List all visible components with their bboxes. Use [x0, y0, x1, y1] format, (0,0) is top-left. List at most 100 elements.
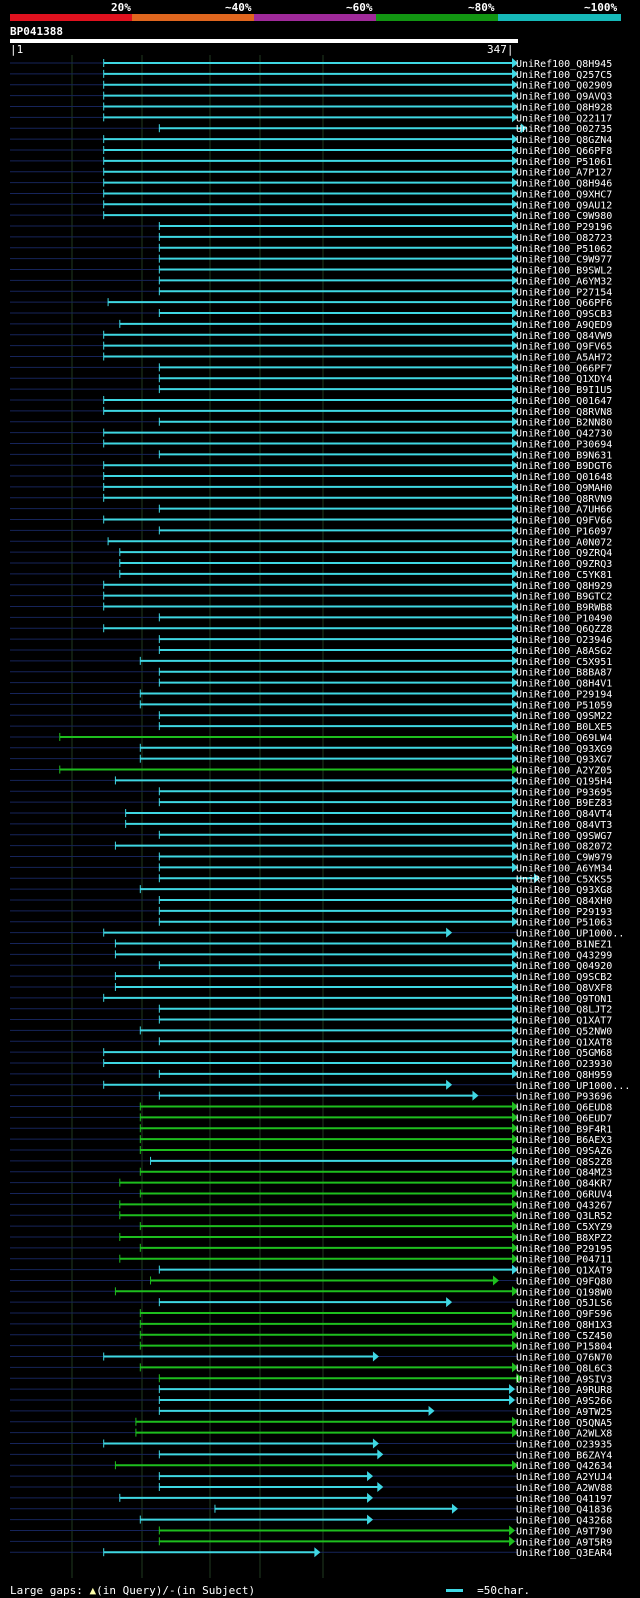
hit-label[interactable]: UniRef100_Q76N70 — [516, 1353, 612, 1364]
hit-label[interactable]: UniRef100_B6AEX3 — [516, 1135, 612, 1146]
hit-label[interactable]: UniRef100_B2NN80 — [516, 418, 612, 429]
hit-label[interactable]: UniRef100_A2WLX8 — [516, 1429, 612, 1440]
hit-label[interactable]: UniRef100_B9DGT6 — [516, 461, 612, 472]
hit-label[interactable]: UniRef100_Q9XHC7 — [516, 189, 612, 200]
hit-label[interactable]: UniRef100_Q1XAT7 — [516, 1016, 612, 1027]
hit-label[interactable]: UniRef100_P29194 — [516, 689, 612, 700]
hit-label[interactable]: UniRef100_Q43267 — [516, 1200, 612, 1211]
hit-label[interactable]: UniRef100_UP1000... — [516, 1081, 630, 1092]
hit-label[interactable]: UniRef100_Q195H4 — [516, 776, 612, 787]
hit-label[interactable]: UniRef100_B9N631 — [516, 450, 612, 461]
hit-label[interactable]: UniRef100_Q9SCB2 — [516, 972, 612, 983]
hit-label[interactable]: UniRef100_Q5GM68 — [516, 1048, 612, 1059]
hit-label[interactable]: UniRef100_Q93XG9 — [516, 744, 612, 755]
hit-label[interactable]: UniRef100_B9RWB8 — [516, 603, 612, 614]
hit-label[interactable]: UniRef100_P29196 — [516, 222, 612, 233]
hit-label[interactable]: UniRef100_P16097 — [516, 526, 612, 537]
hit-label[interactable]: UniRef100_Q8H959 — [516, 1070, 612, 1081]
hit-label[interactable]: UniRef100_P51059 — [516, 700, 612, 711]
hit-label[interactable]: UniRef100_Q8GZN4 — [516, 135, 612, 146]
hit-label[interactable]: UniRef100_B9EZ83 — [516, 798, 612, 809]
hit-label[interactable]: UniRef100_Q84MZ3 — [516, 1168, 612, 1179]
hit-label[interactable]: UniRef100_Q41197 — [516, 1494, 612, 1505]
hit-label[interactable]: UniRef100_Q9SCB3 — [516, 309, 612, 320]
hit-label[interactable]: UniRef100_Q43268 — [516, 1516, 612, 1527]
hit-label[interactable]: UniRef100_Q6EUD7 — [516, 1113, 612, 1124]
hit-label[interactable]: UniRef100_Q43299 — [516, 950, 612, 961]
hit-label[interactable]: UniRef100_C5Z450 — [516, 1331, 612, 1342]
hit-label[interactable]: UniRef100_Q5QNA5 — [516, 1418, 612, 1429]
hit-label[interactable]: UniRef100_O82072 — [516, 842, 612, 853]
hit-label[interactable]: UniRef100_O23946 — [516, 635, 612, 646]
hit-label[interactable]: UniRef100_Q9AU12 — [516, 200, 612, 211]
hit-label[interactable]: UniRef100_Q66PF6 — [516, 298, 612, 309]
hit-label[interactable]: UniRef100_Q9AVQ3 — [516, 92, 612, 103]
hit-label[interactable]: UniRef100_Q9FV65 — [516, 342, 612, 353]
hit-label[interactable]: UniRef100_Q9FV66 — [516, 516, 612, 527]
hit-label[interactable]: UniRef100_Q257C5 — [516, 70, 612, 81]
hit-label[interactable]: UniRef100_Q04920 — [516, 961, 612, 972]
hit-label[interactable]: UniRef100_A9QED9 — [516, 320, 612, 331]
hit-label[interactable]: UniRef100_A9RUR8 — [516, 1385, 612, 1396]
hit-label[interactable]: UniRef100_B1NEZ1 — [516, 939, 612, 950]
hit-label[interactable]: UniRef100_A9T5R9 — [516, 1537, 612, 1548]
hit-label[interactable]: UniRef100_A9TW25 — [516, 1407, 612, 1418]
hit-label[interactable]: UniRef100_Q66PF7 — [516, 363, 612, 374]
hit-label[interactable]: UniRef100_Q84VT4 — [516, 809, 612, 820]
hit-label[interactable]: UniRef100_Q9MAH0 — [516, 483, 612, 494]
hit-label[interactable]: UniRef100_P51062 — [516, 244, 612, 255]
hit-label[interactable]: UniRef100_Q22117 — [516, 113, 612, 124]
hit-label[interactable]: UniRef100_A2WV88 — [516, 1483, 612, 1494]
hit-label[interactable]: UniRef100_Q3EAR4 — [516, 1548, 612, 1559]
hit-label[interactable]: UniRef100_Q9FS96 — [516, 1309, 612, 1320]
hit-label[interactable]: UniRef100_O82723 — [516, 233, 612, 244]
hit-label[interactable]: UniRef100_P29193 — [516, 907, 612, 918]
hit-label[interactable]: UniRef100_Q8H946 — [516, 179, 612, 190]
hit-label[interactable]: UniRef100_Q02909 — [516, 81, 612, 92]
hit-label[interactable]: UniRef100_Q84VT3 — [516, 820, 612, 831]
hit-label[interactable]: UniRef100_C5XKS5 — [516, 874, 612, 885]
hit-label[interactable]: UniRef100_P93696 — [516, 1092, 612, 1103]
hit-label[interactable]: UniRef100_P10490 — [516, 613, 612, 624]
hit-label[interactable]: UniRef100_A7UH66 — [516, 505, 612, 516]
hit-label[interactable]: UniRef100_Q84KR7 — [516, 1179, 612, 1190]
hit-label[interactable]: UniRef100_B6ZAY4 — [516, 1450, 612, 1461]
hit-label[interactable]: UniRef100_Q66PF8 — [516, 146, 612, 157]
hit-label[interactable]: UniRef100_P93695 — [516, 787, 612, 798]
hit-label[interactable]: UniRef100_P30694 — [516, 439, 612, 450]
hit-label[interactable]: UniRef100_A2YUJ4 — [516, 1472, 612, 1483]
hit-label[interactable]: UniRef100_B9F4R1 — [516, 1124, 612, 1135]
hit-label[interactable]: UniRef100_P27154 — [516, 287, 612, 298]
hit-label[interactable]: UniRef100_A8ASG2 — [516, 646, 612, 657]
hit-label[interactable]: UniRef100_O23935 — [516, 1439, 612, 1450]
hit-label[interactable]: UniRef100_P51061 — [516, 157, 612, 168]
hit-label[interactable]: UniRef100_A9SIV3 — [516, 1374, 612, 1385]
hit-label[interactable]: UniRef100_Q8H945 — [516, 59, 612, 70]
hit-label[interactable]: UniRef100_P51063 — [516, 918, 612, 929]
hit-label[interactable]: UniRef100_P29195 — [516, 1244, 612, 1255]
hit-label[interactable]: UniRef100_B8BA87 — [516, 668, 612, 679]
hit-label[interactable]: UniRef100_Q8RVN9 — [516, 494, 612, 505]
hit-label[interactable]: UniRef100_A5AH72 — [516, 352, 612, 363]
hit-label[interactable]: UniRef100_A7P127 — [516, 168, 612, 179]
hit-label[interactable]: UniRef100_Q01647 — [516, 396, 612, 407]
hit-label[interactable]: UniRef100_C5YK81 — [516, 570, 612, 581]
hit-label[interactable]: UniRef100_Q93XG7 — [516, 755, 612, 766]
hit-label[interactable]: UniRef100_Q5JLS6 — [516, 1298, 612, 1309]
hit-label[interactable]: UniRef100_Q9ZRQ3 — [516, 559, 612, 570]
hit-label[interactable]: UniRef100_Q8H4V1 — [516, 679, 612, 690]
hit-label[interactable]: UniRef100_Q9SWG7 — [516, 831, 612, 842]
hit-label[interactable]: UniRef100_C9W977 — [516, 255, 612, 266]
hit-label[interactable]: UniRef100_Q8VXF8 — [516, 983, 612, 994]
hit-label[interactable]: UniRef100_A0N072 — [516, 537, 612, 548]
hit-label[interactable]: UniRef100_Q6RUV4 — [516, 1189, 612, 1200]
hit-label[interactable]: UniRef100_Q9FQ80 — [516, 1276, 612, 1287]
hit-label[interactable]: UniRef100_C5X951 — [516, 657, 612, 668]
hit-label[interactable]: UniRef100_Q198W0 — [516, 1287, 612, 1298]
hit-label[interactable]: UniRef100_Q52NW0 — [516, 1026, 612, 1037]
hit-label[interactable]: UniRef100_A6YM32 — [516, 276, 612, 287]
hit-label[interactable]: UniRef100_C5XYZ9 — [516, 1222, 612, 1233]
hit-label[interactable]: UniRef100_Q41836 — [516, 1505, 612, 1516]
hit-label[interactable]: UniRef100_Q9SAZ6 — [516, 1146, 612, 1157]
hit-label[interactable]: UniRef100_Q3LR52 — [516, 1211, 612, 1222]
